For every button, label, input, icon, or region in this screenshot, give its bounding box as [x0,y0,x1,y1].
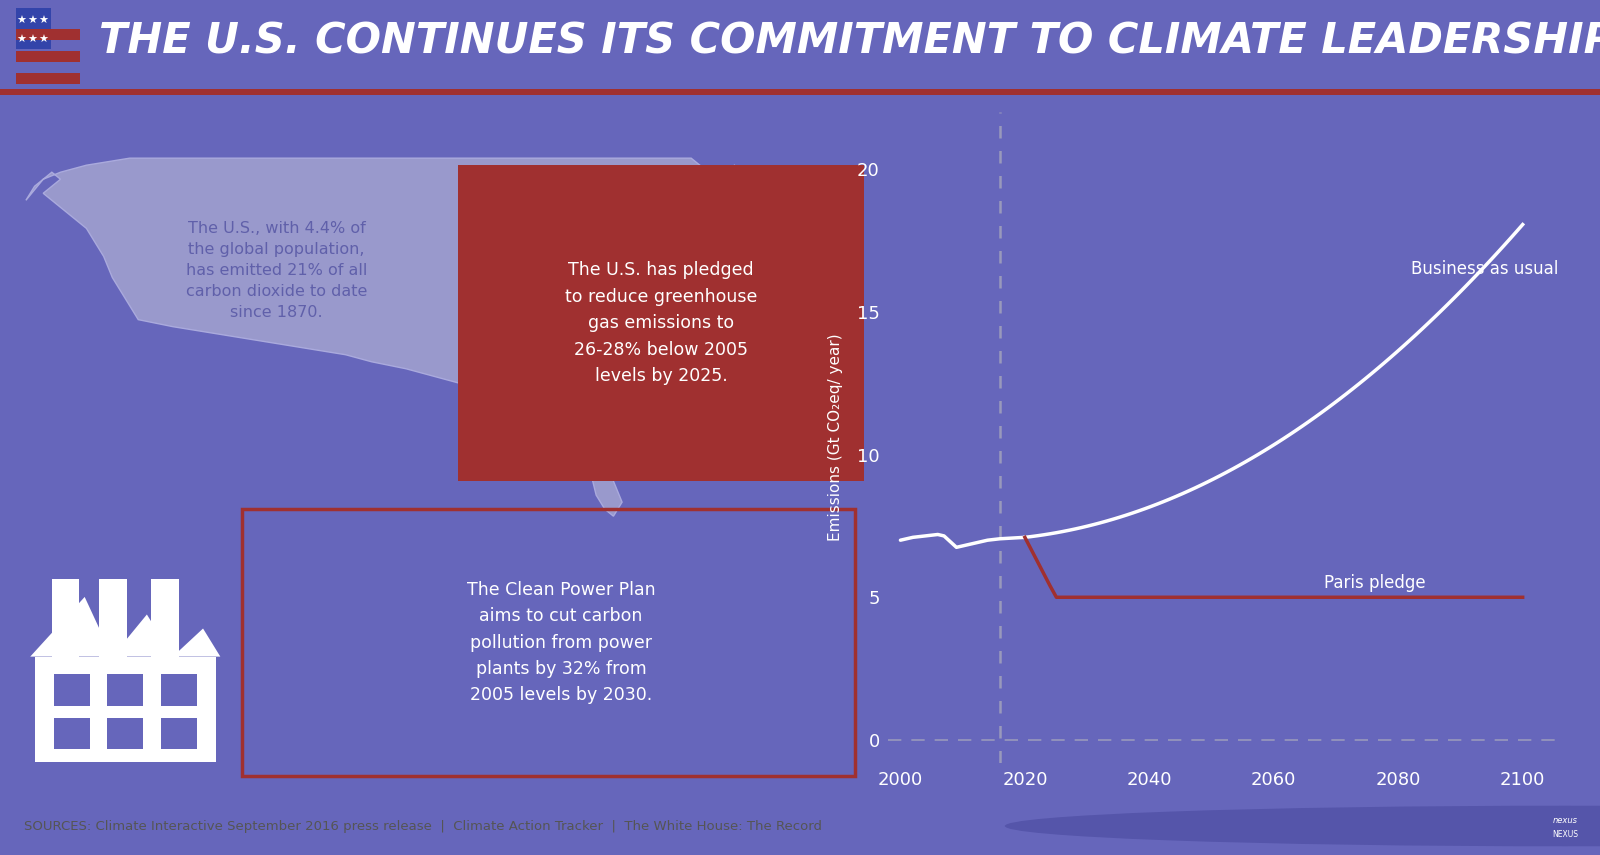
Bar [160,717,197,749]
Bar [16,73,80,84]
Bar [35,657,216,762]
Bar [0,89,1600,95]
Text: Business as usual: Business as usual [1411,260,1558,278]
Y-axis label: Emissions (Gt CO₂eq/ year): Emissions (Gt CO₂eq/ year) [827,333,843,541]
Polygon shape [26,158,742,516]
Text: Paris pledge: Paris pledge [1323,574,1426,592]
Polygon shape [30,597,221,657]
Text: NEXUS: NEXUS [1552,830,1578,840]
Text: ★: ★ [38,16,48,26]
Bar [51,580,80,657]
Bar [160,674,197,705]
Text: ★: ★ [27,16,37,26]
Bar [53,674,90,705]
Text: ★: ★ [38,35,48,45]
Bar [242,510,856,776]
Text: SOURCES: Climate Interactive September 2016 press release  |  Climate Action Tra: SOURCES: Climate Interactive September 2… [24,819,822,833]
Bar [16,8,51,50]
Circle shape [1005,805,1600,846]
Text: ★: ★ [27,35,37,45]
Text: The Clean Power Plan
aims to cut carbon
pollution from power
plants by 32% from
: The Clean Power Plan aims to cut carbon … [467,581,656,705]
Bar [107,717,144,749]
Text: ★: ★ [16,35,27,45]
Bar [16,51,80,62]
Bar [458,165,864,481]
Text: nexus: nexus [1552,816,1578,825]
Bar [152,580,179,657]
Text: THE U.S. CONTINUES ITS COMMITMENT TO CLIMATE LEADERSHIP.: THE U.S. CONTINUES ITS COMMITMENT TO CLI… [99,21,1600,62]
Bar [16,29,80,40]
Text: The U.S. has pledged
to reduce greenhouse
gas emissions to
26-28% below 2005
lev: The U.S. has pledged to reduce greenhous… [565,262,757,385]
Bar [99,580,126,657]
Text: The U.S., with 4.4% of
the global population,
has emitted 21% of all
carbon diox: The U.S., with 4.4% of the global popula… [186,221,366,320]
Bar [53,717,90,749]
Text: ★: ★ [16,16,27,26]
Bar [107,674,144,705]
